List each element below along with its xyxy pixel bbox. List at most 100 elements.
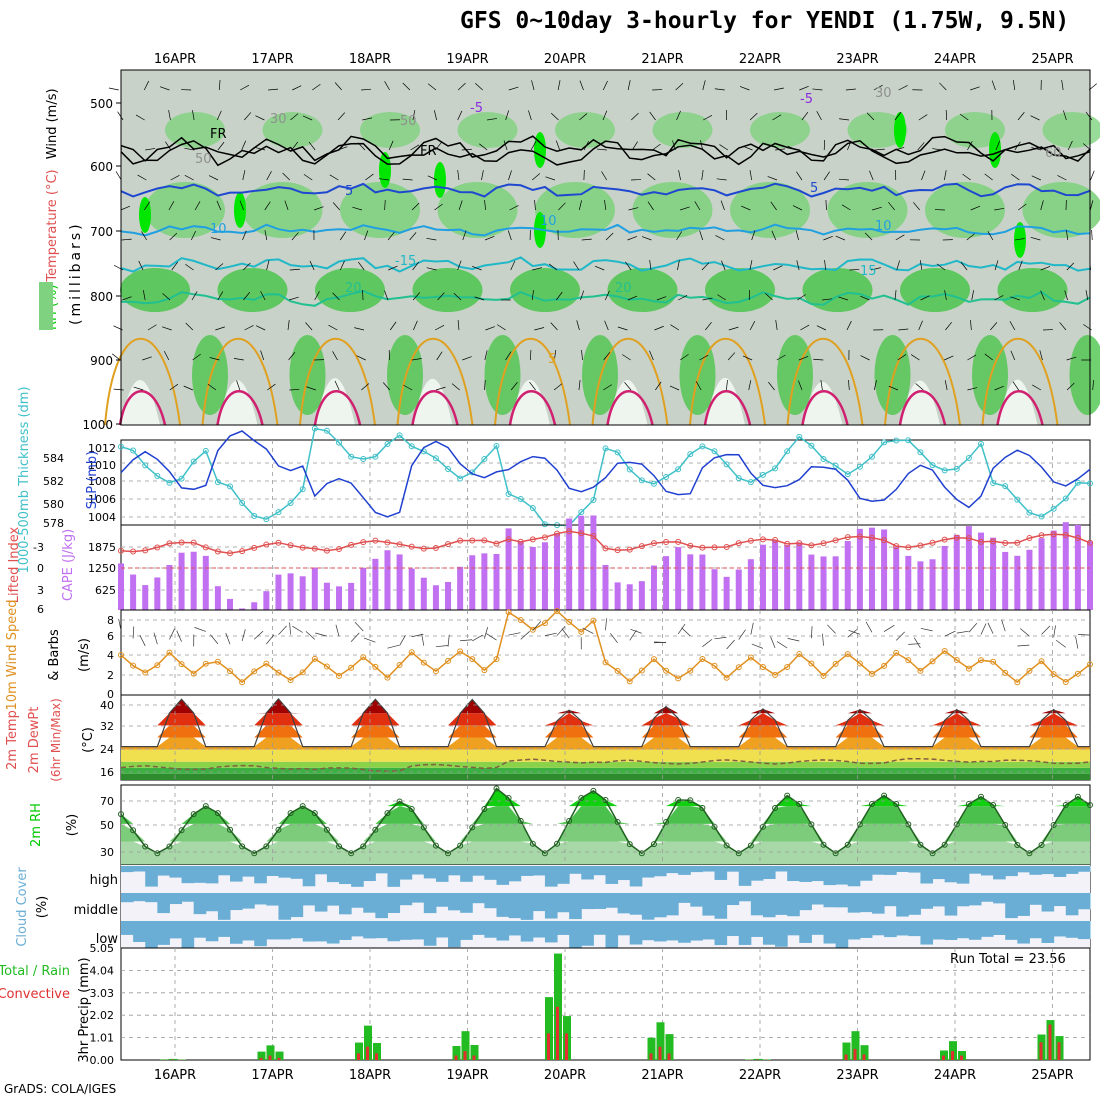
cloud-cell xyxy=(617,893,631,914)
cape-bar xyxy=(554,533,561,610)
rh-blob xyxy=(387,335,423,415)
contour-25c xyxy=(396,338,474,426)
wind-barb xyxy=(624,382,632,391)
wind10-barb xyxy=(435,645,448,648)
thickness-series-marker xyxy=(893,437,900,444)
cloud-cell xyxy=(714,866,728,880)
wind-barb xyxy=(531,80,535,91)
wind10-barb xyxy=(770,636,776,648)
wind-barb xyxy=(670,324,680,331)
contour-label: 20 xyxy=(345,281,362,296)
cloud-cell xyxy=(605,893,619,908)
cloud-cell xyxy=(230,893,243,911)
lifted-index-series-marker xyxy=(614,547,621,554)
wind10-series-marker xyxy=(602,659,609,666)
cape-bar xyxy=(154,577,161,610)
wind-barb xyxy=(669,385,680,391)
cape-bar xyxy=(602,564,609,610)
wind10-barb xyxy=(610,633,618,644)
precip-total-bar xyxy=(851,1031,860,1060)
wind-barb xyxy=(484,200,486,211)
rh2m-series-marker xyxy=(747,842,754,849)
thickness-series-marker xyxy=(384,440,391,447)
lifted-index-series-marker xyxy=(299,544,306,551)
wind-barb xyxy=(453,292,462,301)
precip-convective-bar xyxy=(844,1054,848,1060)
wind-barb xyxy=(987,231,994,241)
wind-barb xyxy=(656,296,667,301)
wind-barb xyxy=(944,380,948,391)
cape-bar xyxy=(130,574,137,610)
thickness-series-marker xyxy=(905,437,912,444)
precip-total-bar xyxy=(940,1050,948,1060)
lifted-index-series-marker xyxy=(1062,531,1069,538)
wind-barb xyxy=(1064,290,1068,301)
wind-barb xyxy=(994,260,999,271)
date-label-bottom: 18APR xyxy=(349,1068,391,1083)
wind-barb xyxy=(676,231,683,241)
grads-credit: GrADS: COLA/IGES xyxy=(4,1082,117,1096)
cloud-cell xyxy=(859,921,873,938)
wind-barb xyxy=(918,320,923,331)
rh-saturated-patch xyxy=(989,132,1001,168)
wind-barb xyxy=(1067,140,1073,151)
wind-barb xyxy=(170,175,180,181)
dry-plume xyxy=(802,381,843,425)
thickness-series-marker xyxy=(202,447,209,454)
cloud-cell xyxy=(944,921,958,940)
pressure-tick-label: 900 xyxy=(90,354,113,368)
cloud-cell xyxy=(762,921,776,945)
cloud-cell xyxy=(896,921,909,936)
thickness-series-marker xyxy=(493,442,500,449)
wind10-tick: 8 xyxy=(107,614,114,627)
cloud-cell xyxy=(205,893,219,912)
wind10-series-marker xyxy=(990,658,997,665)
wind-barb xyxy=(655,381,662,391)
wind-barb xyxy=(529,349,532,361)
wind-barb xyxy=(305,322,313,331)
cape-bar xyxy=(517,541,524,610)
wind10-barb xyxy=(738,629,746,640)
cloud-cell xyxy=(460,921,473,940)
rh-saturated-patch xyxy=(894,112,906,148)
lifted-index-series-marker xyxy=(336,545,343,552)
cloud-cell xyxy=(351,893,364,908)
wind-barb xyxy=(824,260,827,271)
lifted-index-series-marker xyxy=(759,536,766,543)
wind-barb xyxy=(112,353,121,361)
wind10-series-marker xyxy=(481,667,488,674)
wind-barb xyxy=(165,141,172,151)
wind-barb xyxy=(962,173,971,181)
wind10-series-marker xyxy=(1074,670,1081,677)
wind-barb xyxy=(627,295,638,301)
cloud-cell xyxy=(690,893,703,907)
wind-barb xyxy=(411,202,420,211)
lifted-index-series-marker xyxy=(941,536,948,543)
cloud-cell xyxy=(314,921,328,942)
wind10-barb xyxy=(895,631,905,641)
li-tick: 6 xyxy=(37,603,44,616)
cloud-cell xyxy=(871,893,885,914)
contour-25c xyxy=(689,338,766,426)
wind-barb xyxy=(770,201,777,211)
precip-convective-bar xyxy=(268,1055,272,1060)
wind10-series-marker xyxy=(311,655,318,662)
precip-total-bar xyxy=(364,1025,372,1060)
cloud-cell xyxy=(593,921,606,935)
cloud-level-label: low xyxy=(96,932,119,947)
cloud-cell xyxy=(993,866,1006,880)
wind10-barb xyxy=(132,626,135,639)
contour-label: 30 xyxy=(270,112,287,127)
wind10-series-marker xyxy=(977,657,984,664)
lifted-index-series-marker xyxy=(420,545,427,552)
thickness-series-marker xyxy=(154,473,161,480)
wind-barb xyxy=(1040,266,1051,271)
thickness-series-marker xyxy=(311,425,318,432)
cloud-cell xyxy=(835,866,849,885)
wind-barb xyxy=(1018,260,1023,271)
cloud-cell xyxy=(1041,893,1055,912)
contour-label: 50 xyxy=(195,152,212,167)
wind-barb xyxy=(717,294,726,301)
cloud-cell xyxy=(557,921,570,935)
cross-section-ylabel-part: Temperature (°C) xyxy=(45,169,60,282)
